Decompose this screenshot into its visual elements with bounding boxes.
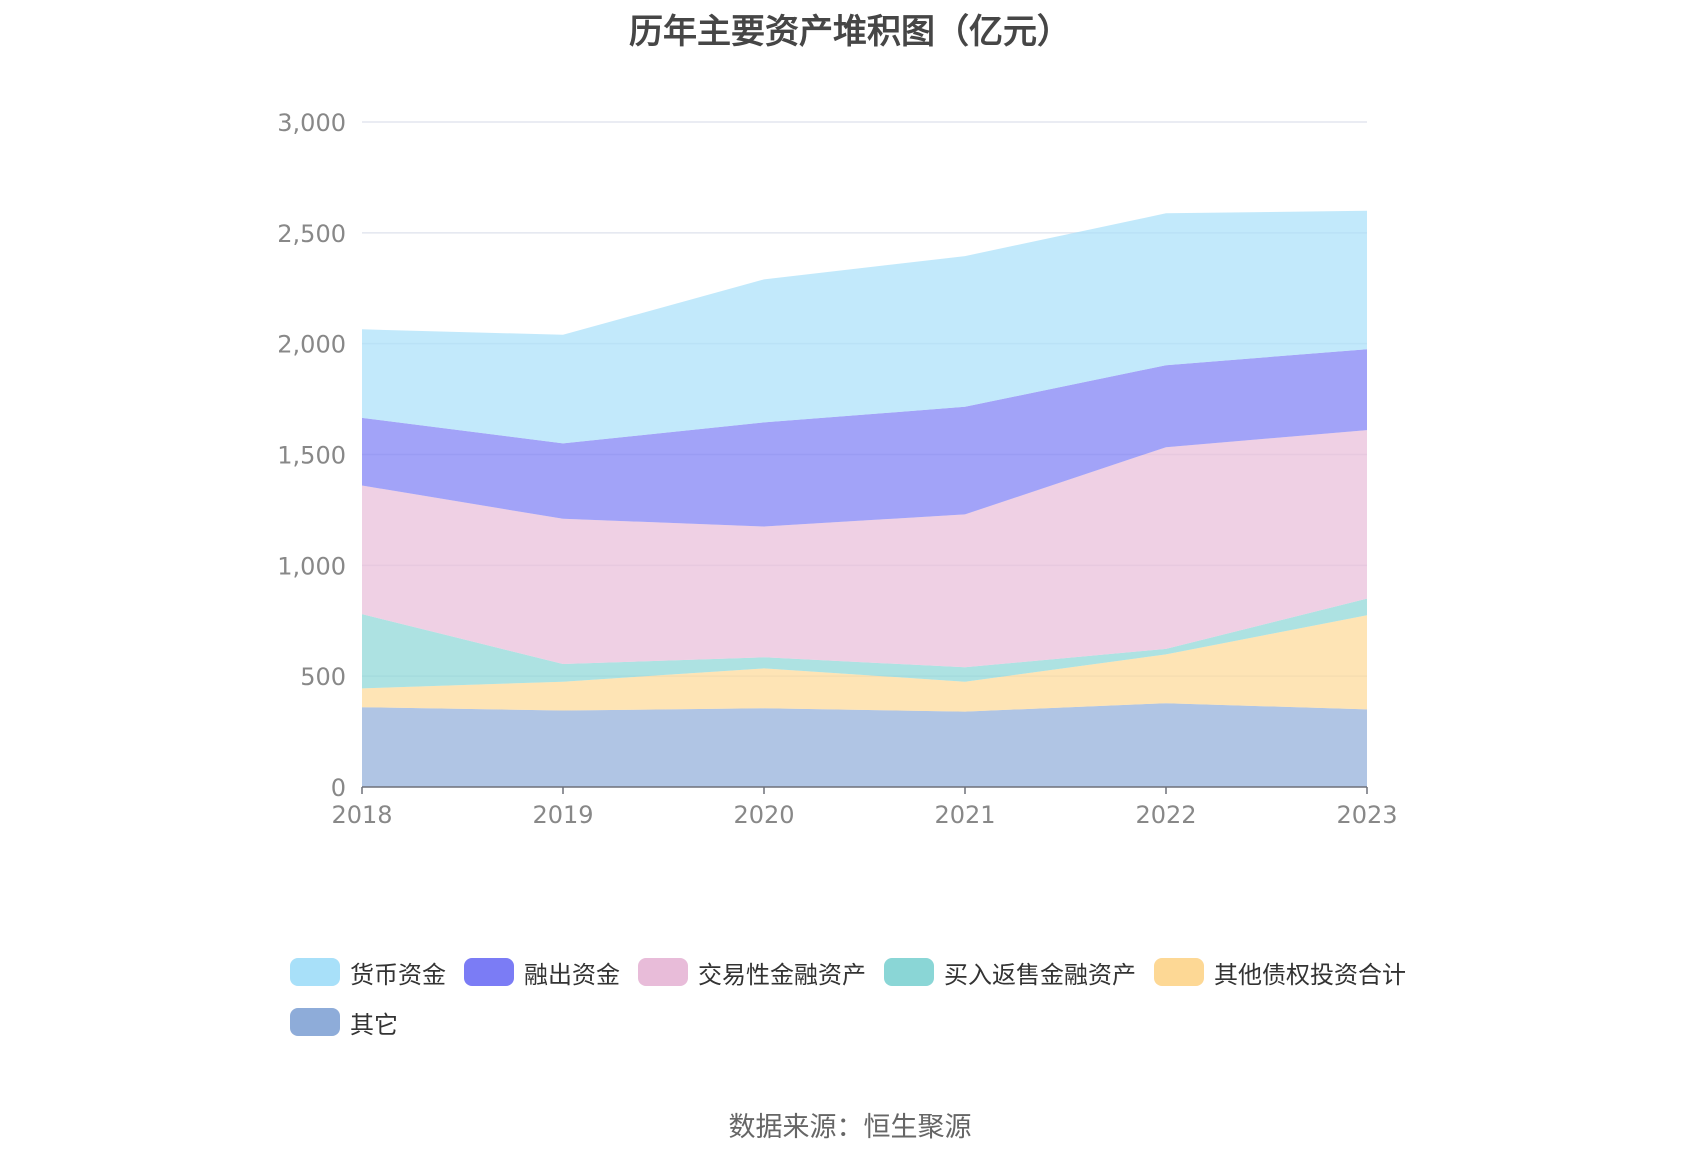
area-series-2 bbox=[362, 598, 1367, 689]
legend-item[interactable]: 货币资金 bbox=[290, 955, 446, 989]
x-tick-label: 2022 bbox=[1135, 801, 1196, 829]
x-tick-label: 2020 bbox=[733, 801, 794, 829]
y-tick-label: 3,000 bbox=[277, 109, 346, 137]
x-tick-label: 2019 bbox=[532, 801, 593, 829]
x-tick-label: 2023 bbox=[1336, 801, 1397, 829]
area-series bbox=[362, 210, 1367, 787]
axes: 0 500 1,000 1,500 2,000 2,500 3,000 2018 2019 202… bbox=[277, 109, 1397, 829]
y-tick-label: 2,500 bbox=[277, 220, 346, 248]
area-series-5 bbox=[362, 210, 1367, 444]
legend-label: 买入返售金融资产 bbox=[944, 960, 1136, 989]
legend-swatch bbox=[464, 958, 514, 986]
legend-item[interactable]: 交易性金融资产 bbox=[638, 955, 866, 989]
y-tick-label: 0 bbox=[331, 774, 346, 802]
legend-label: 货币资金 bbox=[350, 960, 446, 989]
legend-swatch bbox=[638, 958, 688, 986]
x-tick-label: 2018 bbox=[331, 801, 392, 829]
source-note: 数据来源：恒生聚源 bbox=[728, 1112, 972, 1143]
y-tick-label: 500 bbox=[300, 663, 346, 691]
area-series-3 bbox=[362, 430, 1367, 668]
chart-title: 历年主要资产堆积图（亿元） bbox=[629, 12, 1071, 52]
area-series-0 bbox=[362, 703, 1367, 787]
x-tick-label: 2021 bbox=[934, 801, 995, 829]
legend-swatch bbox=[884, 958, 934, 986]
legend-swatch bbox=[290, 1008, 340, 1036]
area-series-4 bbox=[362, 349, 1367, 527]
legend-label: 交易性金融资产 bbox=[698, 960, 866, 989]
legend-swatch bbox=[1154, 958, 1204, 986]
legend: 货币资金 融出资金 交易性金融资产 买入返售金融资产 其他债权投资合计其它 bbox=[290, 955, 1440, 1055]
y-tick-label: 1,500 bbox=[277, 442, 346, 470]
legend-item[interactable]: 其他债权投资合计 bbox=[1154, 955, 1406, 989]
y-tick-label: 2,000 bbox=[277, 331, 346, 359]
legend-label: 其他债权投资合计 bbox=[1214, 960, 1406, 989]
legend-item[interactable]: 融出资金 bbox=[464, 955, 620, 989]
legend-label: 融出资金 bbox=[524, 960, 620, 989]
area-series-1 bbox=[362, 615, 1367, 712]
legend-item[interactable]: 其它 bbox=[290, 1005, 398, 1039]
y-tick-label: 1,000 bbox=[277, 552, 346, 580]
legend-swatch bbox=[290, 958, 340, 986]
legend-label: 其它 bbox=[350, 1010, 398, 1039]
legend-item[interactable]: 买入返售金融资产 bbox=[884, 955, 1136, 989]
